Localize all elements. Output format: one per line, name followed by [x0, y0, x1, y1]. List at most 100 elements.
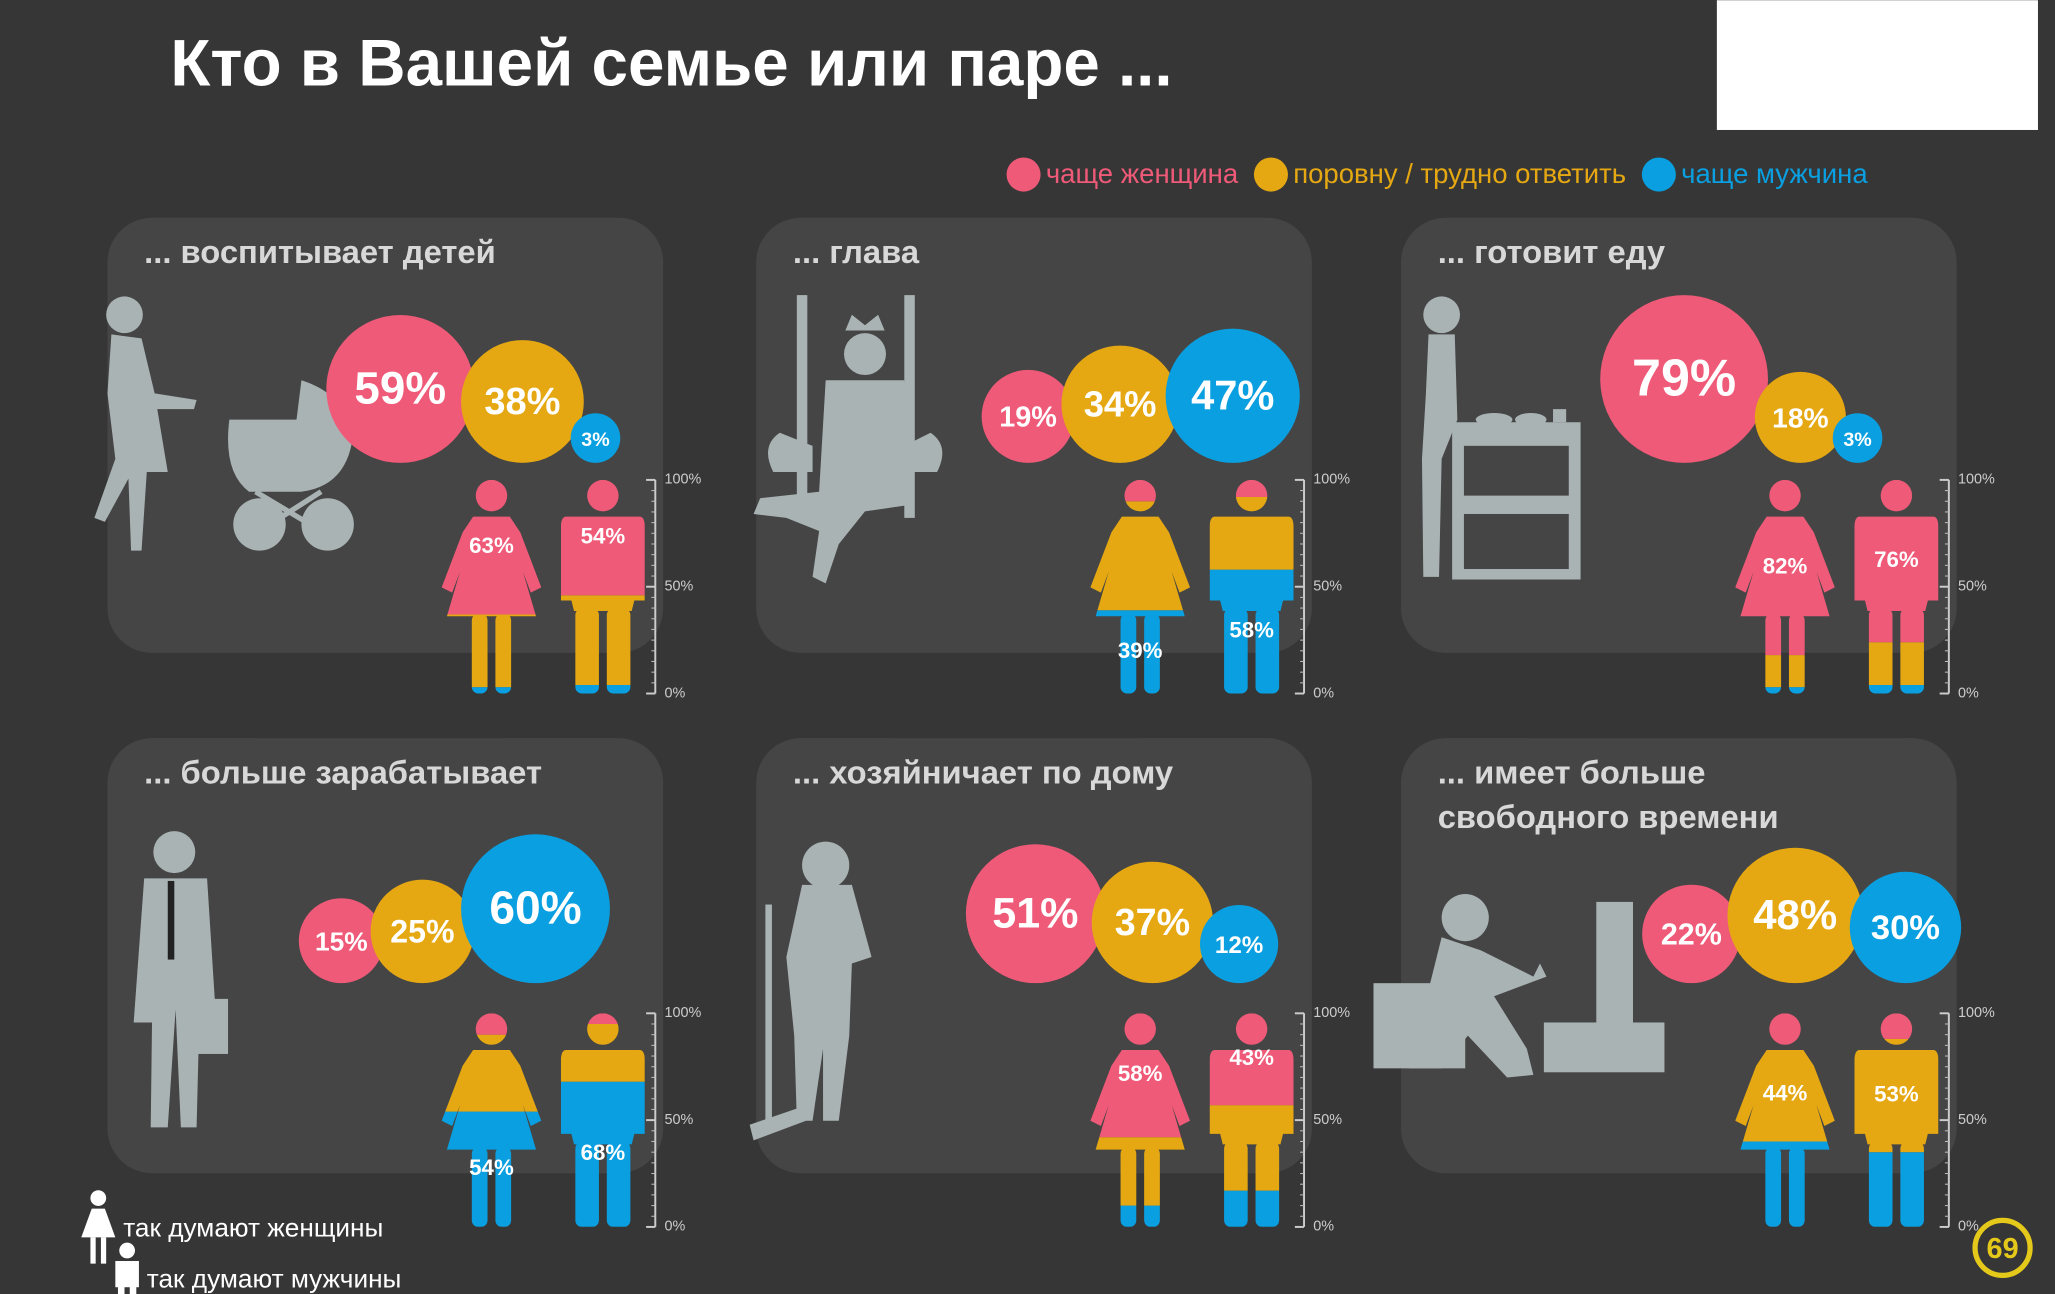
logo-text: 69: [1987, 1233, 2019, 1265]
panel: ... имеет больше свободного времени 22% 48%…: [1438, 753, 1995, 1234]
scale-tick-label: 50%: [1313, 579, 1342, 595]
figure-segment: [560, 1013, 645, 1024]
bubble-label: 19%: [999, 402, 1057, 434]
bubble-label: 47%: [1191, 371, 1274, 418]
bubble: [1642, 884, 1741, 984]
bubble: [1832, 413, 1883, 463]
bubble-label: 3%: [581, 429, 609, 451]
bubble-label: 25%: [390, 914, 454, 950]
bubble: [1165, 328, 1300, 463]
scale-tick-label: 0%: [664, 685, 685, 701]
panel-title: ... хозяйничает по дому: [793, 753, 1174, 790]
scale-tick-label: 100%: [1313, 472, 1350, 488]
scale-tick-label: 0%: [1313, 1219, 1334, 1235]
figure-segment: [1854, 1038, 1939, 1153]
bubble: [1727, 847, 1863, 984]
figure-label: 54%: [469, 1155, 514, 1180]
legend-label: чаще мужчина: [1681, 158, 1868, 189]
silhouettes: [94, 295, 1665, 1141]
scale-tick-label: 100%: [1313, 1005, 1350, 1021]
figure-label: 44%: [1763, 1080, 1808, 1105]
woman-icon: [81, 1190, 116, 1264]
figure-label: 53%: [1874, 1081, 1919, 1106]
bubble-label: 12%: [1215, 932, 1263, 959]
title: Кто в Вашей семье или паре ...: [170, 27, 1172, 100]
bubble-label: 30%: [1871, 909, 1940, 947]
bubble: [1061, 345, 1179, 463]
figure-label: 58%: [1229, 617, 1274, 642]
silhouette-cook: [1421, 296, 1581, 580]
scale-tick-label: 100%: [664, 1005, 701, 1021]
figure-label: 82%: [1763, 553, 1808, 578]
silhouette-mother: [94, 296, 354, 551]
bubble: [1091, 861, 1214, 984]
bubble: [1600, 295, 1768, 463]
scale-tick-label: 50%: [1313, 1112, 1342, 1128]
legend-swatch: [1253, 157, 1288, 192]
bubble-label: 34%: [1084, 383, 1157, 424]
scale-tick-label: 50%: [1958, 579, 1987, 595]
figure-label: 76%: [1874, 547, 1919, 572]
scale-tick-label: 0%: [1958, 685, 1979, 701]
legend-label: чаще женщина: [1046, 158, 1239, 189]
bubble-label: 15%: [315, 926, 368, 956]
man-icon: [115, 1242, 139, 1294]
logo: 69: [1972, 1217, 2033, 1279]
scale-tick-label: 100%: [1958, 1005, 1995, 1021]
scale-tick-label: 50%: [1958, 1112, 1987, 1128]
bubble-label: 3%: [1843, 429, 1871, 451]
panel-title: ... глава: [793, 233, 920, 270]
figure-legend: так думают женщины так думают мужчины: [81, 1190, 401, 1294]
panel-title: ... имеет больше: [1438, 753, 1706, 790]
silhouette-businessman: [133, 831, 229, 1128]
panel-title: ... готовит еду: [1438, 233, 1666, 270]
blank-box: [1716, 0, 2038, 130]
silhouette-king: [753, 295, 943, 584]
scale-tick-label: 100%: [1958, 472, 1995, 488]
bubble-label: 48%: [1753, 891, 1837, 938]
legend-swatch: [1006, 157, 1041, 192]
figure-label: 63%: [469, 533, 514, 558]
bubble-label: 22%: [1661, 918, 1722, 952]
scale-tick-label: 0%: [664, 1219, 685, 1235]
bubble: [461, 834, 610, 984]
bubble: [965, 844, 1105, 984]
scale-tick-label: 0%: [1313, 685, 1334, 701]
bubble: [1754, 371, 1846, 463]
silhouette-gamer: [1373, 894, 1665, 1078]
bubble: [1849, 871, 1962, 984]
figure-label: 54%: [581, 523, 626, 548]
bubble: [1200, 904, 1279, 984]
bubble-label: 51%: [992, 890, 1078, 938]
bubble: [461, 340, 584, 463]
figure-label: 43%: [1229, 1045, 1274, 1070]
bubble: [570, 413, 621, 463]
bubble-label: 38%: [484, 381, 560, 423]
bubble: [326, 315, 475, 463]
figure-label: 39%: [1118, 638, 1163, 663]
bubble: [370, 879, 475, 984]
figure-label: 58%: [1118, 1061, 1163, 1086]
bubble-label: 60%: [489, 882, 581, 934]
bubble: [298, 898, 384, 984]
legend-swatch: [1641, 157, 1676, 192]
legend-men: так думают мужчины: [147, 1264, 402, 1294]
scale-tick-label: 100%: [664, 472, 701, 488]
bubble-label: 79%: [1632, 349, 1736, 407]
legend-women: так думают женщины: [123, 1212, 383, 1242]
legend-label: поровну / трудно ответить: [1293, 158, 1626, 189]
panel-title: ... воспитывает детей: [144, 233, 496, 270]
bubble-label: 37%: [1115, 901, 1190, 943]
bubble-label: 18%: [1772, 401, 1828, 433]
panel-title: свободного времени: [1438, 798, 1779, 835]
logo-ring: [1972, 1217, 2033, 1279]
bubble-label: 59%: [354, 363, 446, 414]
figure-label: 68%: [581, 1140, 626, 1165]
panel: ... воспитывает детей 59% 38% 3% 63% 54% 100% 5…: [144, 233, 701, 701]
bubble: [981, 369, 1075, 463]
scale-tick-label: 50%: [664, 579, 693, 595]
scale-tick-label: 0%: [1958, 1219, 1979, 1235]
scale-tick-label: 50%: [664, 1112, 693, 1128]
